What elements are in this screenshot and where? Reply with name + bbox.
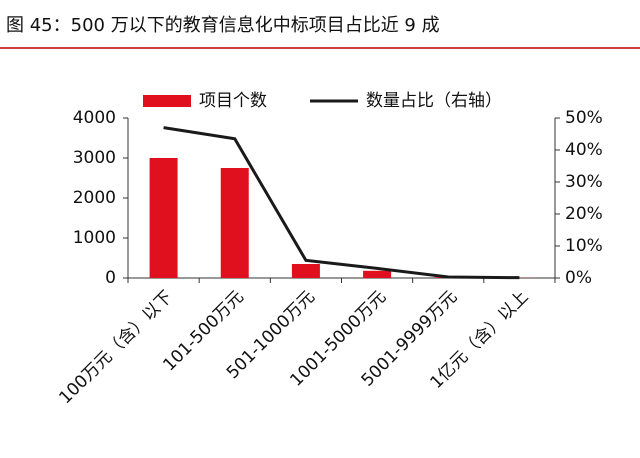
y-tick-label: 1000	[73, 228, 116, 248]
y2-tick-label: 30%	[565, 172, 603, 192]
bar	[363, 270, 392, 278]
y-tick-label: 3000	[73, 148, 116, 168]
legend-label: 数量占比（右轴）	[366, 91, 502, 111]
bar	[149, 158, 178, 278]
legend-label: 项目个数	[199, 91, 267, 111]
y-tick-label: 4000	[73, 108, 116, 128]
y2-tick-label: 50%	[565, 108, 603, 128]
legend-swatch	[143, 95, 191, 107]
y2-tick-label: 0%	[565, 268, 592, 288]
y-tick-label: 0	[105, 268, 116, 288]
y2-tick-label: 20%	[565, 204, 603, 224]
chart-title: 图 45：500 万以下的教育信息化中标项目占比近 9 成	[6, 15, 440, 36]
line	[163, 126, 520, 280]
x-tick-label: 100万元（含）以下	[55, 287, 176, 408]
bar	[220, 168, 249, 278]
bar	[291, 264, 320, 278]
y-tick-label: 2000	[73, 188, 116, 208]
y2-tick-label: 40%	[565, 140, 603, 160]
y2-tick-label: 10%	[565, 236, 603, 256]
